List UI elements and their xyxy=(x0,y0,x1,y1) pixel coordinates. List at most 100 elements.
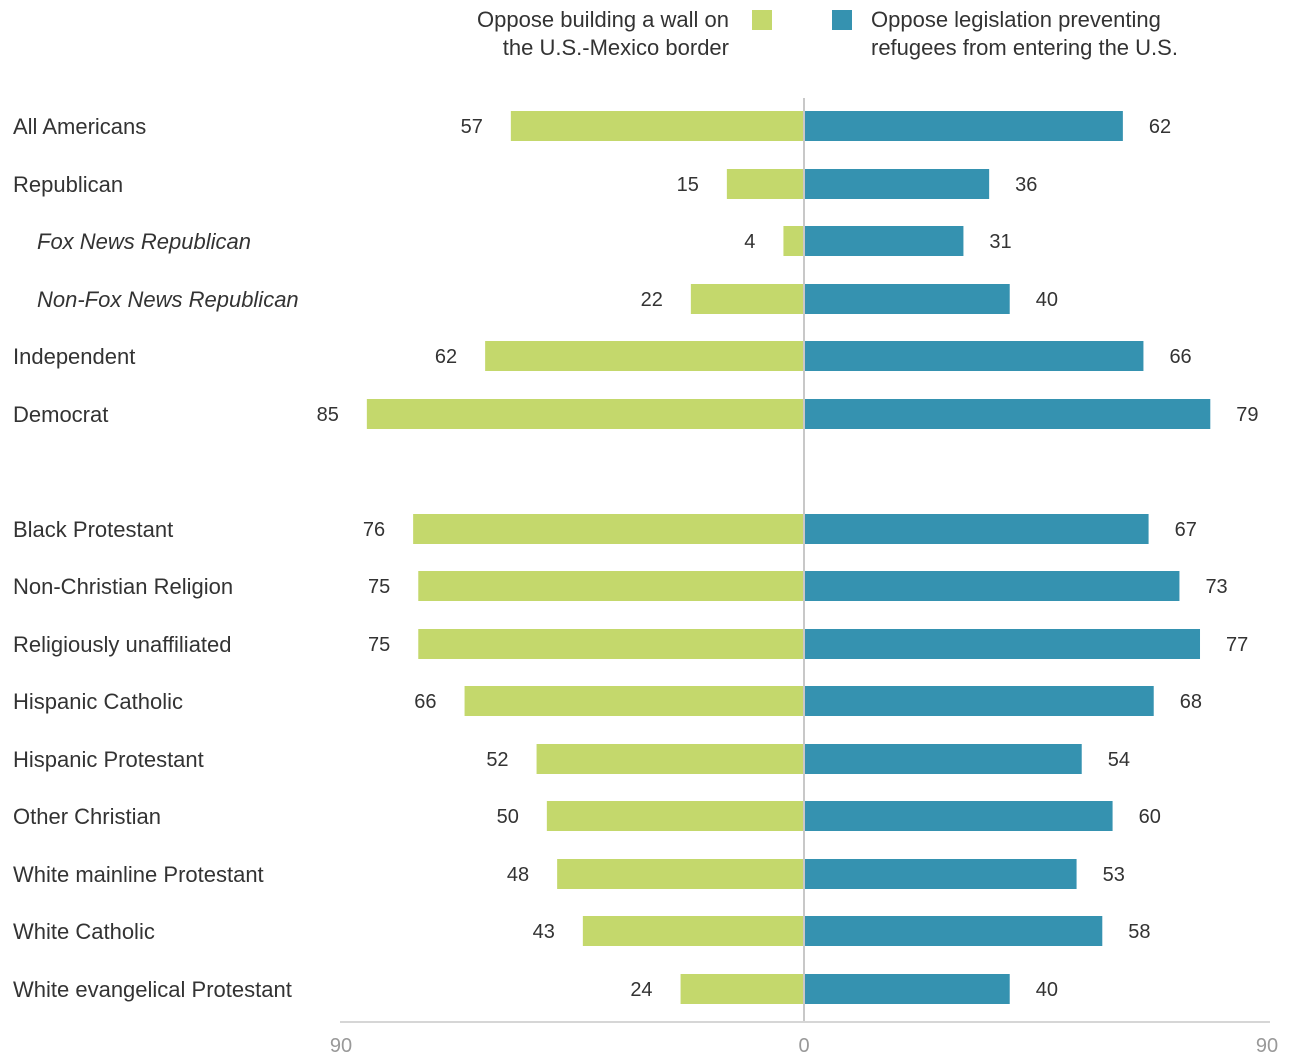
bar-row: Black Protestant 76 67 xyxy=(13,514,1197,544)
bar-wall xyxy=(485,341,804,371)
bar-wall xyxy=(366,399,804,429)
bars: All Americans 57 62 Republican 15 36 Fox News … xyxy=(13,111,1259,1004)
bar-wall xyxy=(413,514,804,544)
x-tick-label: 0 xyxy=(798,1035,809,1057)
bar-refugees xyxy=(804,341,1144,371)
legend-swatch-refugees xyxy=(832,10,852,30)
value-label-wall: 43 xyxy=(533,921,555,943)
bar-refugees xyxy=(804,284,1010,314)
value-label-refugees: 40 xyxy=(1036,289,1058,311)
row-label: Independent xyxy=(13,344,135,369)
row-label: Black Protestant xyxy=(13,517,173,542)
bar-row: White evangelical Protestant 24 40 xyxy=(13,974,1058,1004)
x-axis: 90 0 90 xyxy=(330,98,1278,1057)
value-label-wall: 75 xyxy=(368,576,390,598)
value-label-wall: 15 xyxy=(677,174,699,196)
bar-wall xyxy=(680,974,804,1004)
bar-row: White mainline Protestant 48 53 xyxy=(13,859,1125,889)
value-label-refugees: 53 xyxy=(1103,864,1125,886)
x-tick-label: 90 xyxy=(1256,1035,1278,1057)
x-tick-label: 90 xyxy=(330,1035,352,1057)
value-label-refugees: 79 xyxy=(1236,404,1258,426)
row-label: Hispanic Protestant xyxy=(13,747,204,772)
value-label-wall: 52 xyxy=(486,749,508,771)
value-label-refugees: 68 xyxy=(1180,691,1202,713)
row-label: Non-Christian Religion xyxy=(13,574,233,599)
bar-refugees xyxy=(804,686,1154,716)
bar-row: Religiously unaffiliated 75 77 xyxy=(13,629,1248,659)
value-label-wall: 62 xyxy=(435,346,457,368)
bar-refugees xyxy=(804,801,1113,831)
bar-refugees xyxy=(804,744,1082,774)
value-label-refugees: 36 xyxy=(1015,174,1037,196)
bar-refugees xyxy=(804,111,1123,141)
value-label-refugees: 66 xyxy=(1169,346,1191,368)
bar-wall xyxy=(690,284,804,314)
bar-refugees xyxy=(804,514,1149,544)
value-label-refugees: 60 xyxy=(1139,806,1161,828)
legend-label-wall-line: Oppose building a wall on xyxy=(477,7,729,32)
row-label: Hispanic Catholic xyxy=(13,689,183,714)
legend-label-refugees-line: refugees from entering the U.S. xyxy=(871,35,1178,60)
value-label-refugees: 62 xyxy=(1149,116,1171,138)
bar-wall xyxy=(418,571,804,601)
bar-wall xyxy=(557,859,804,889)
legend-label-refugees: Oppose legislation preventing refugees fr… xyxy=(871,7,1178,60)
bar-row: White Catholic 43 58 xyxy=(13,916,1151,946)
value-label-refugees: 77 xyxy=(1226,634,1248,656)
bar-row: Non-Christian Religion 75 73 xyxy=(13,571,1228,601)
row-label: White evangelical Protestant xyxy=(13,977,292,1002)
legend-label-refugees-line: Oppose legislation preventing xyxy=(871,7,1161,32)
value-label-wall: 4 xyxy=(744,231,755,253)
value-label-wall: 22 xyxy=(641,289,663,311)
bar-refugees xyxy=(804,629,1201,659)
value-label-wall: 24 xyxy=(630,979,652,1001)
bar-refugees xyxy=(804,399,1211,429)
bar-refugees xyxy=(804,571,1180,601)
bar-refugees xyxy=(804,169,990,199)
row-label: Non-Fox News Republican xyxy=(37,287,299,312)
bar-wall xyxy=(418,629,804,659)
row-label: All Americans xyxy=(13,114,146,139)
legend: Oppose building a wall on the U.S.-Mexico… xyxy=(477,7,1178,60)
bar-wall xyxy=(546,801,804,831)
bar-wall xyxy=(536,744,804,774)
value-label-refugees: 40 xyxy=(1036,979,1058,1001)
bar-row: Hispanic Protestant 52 54 xyxy=(13,744,1130,774)
bar-wall xyxy=(582,916,804,946)
bar-wall xyxy=(783,226,804,256)
bar-wall xyxy=(464,686,804,716)
bar-refugees xyxy=(804,916,1103,946)
row-label: Other Christian xyxy=(13,804,161,829)
row-label: Republican xyxy=(13,172,123,197)
value-label-refugees: 58 xyxy=(1128,921,1150,943)
bar-row: Independent 62 66 xyxy=(13,341,1192,371)
bar-refugees xyxy=(804,226,964,256)
legend-swatch-wall xyxy=(752,10,772,30)
value-label-wall: 75 xyxy=(368,634,390,656)
value-label-wall: 57 xyxy=(461,116,483,138)
value-label-wall: 76 xyxy=(363,519,385,541)
value-label-wall: 50 xyxy=(497,806,519,828)
value-label-wall: 66 xyxy=(414,691,436,713)
bar-refugees xyxy=(804,974,1010,1004)
bar-row: Fox News Republican 4 31 xyxy=(37,226,1012,256)
row-label: Democrat xyxy=(13,402,108,427)
row-label: White mainline Protestant xyxy=(13,862,264,887)
bar-row: All Americans 57 62 xyxy=(13,111,1171,141)
row-label: Fox News Republican xyxy=(37,229,251,254)
bar-row: Hispanic Catholic 66 68 xyxy=(13,686,1202,716)
bar-wall xyxy=(510,111,804,141)
bar-wall xyxy=(726,169,804,199)
bar-row: Democrat 85 79 xyxy=(13,399,1259,429)
bar-refugees xyxy=(804,859,1077,889)
bar-row: Republican 15 36 xyxy=(13,169,1037,199)
bar-row: Non-Fox News Republican 22 40 xyxy=(37,284,1058,314)
legend-label-wall: Oppose building a wall on the U.S.-Mexico… xyxy=(477,7,729,60)
value-label-refugees: 54 xyxy=(1108,749,1130,771)
value-label-wall: 85 xyxy=(317,404,339,426)
value-label-refugees: 67 xyxy=(1175,519,1197,541)
bar-row: Other Christian 50 60 xyxy=(13,801,1161,831)
row-label: White Catholic xyxy=(13,919,155,944)
